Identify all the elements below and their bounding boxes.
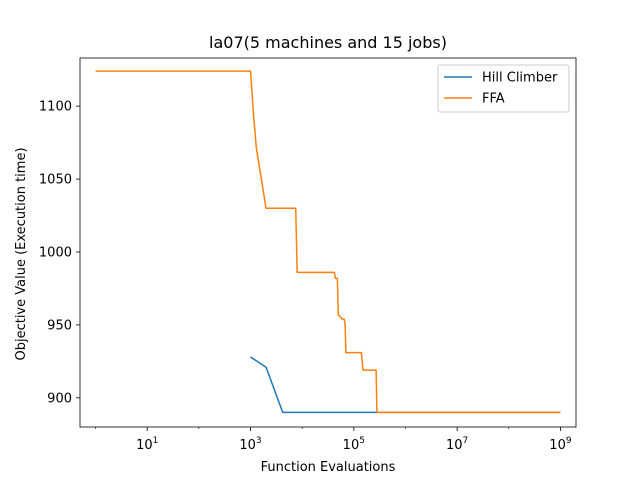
y-axis-label: Objective Value (Execution time) xyxy=(14,147,29,360)
y-tick-label: 1050 xyxy=(39,173,72,188)
x-tick-label: 109 xyxy=(549,436,572,453)
x-tick-label: 103 xyxy=(239,436,261,453)
y-tick-label: 1000 xyxy=(39,245,72,260)
x-tick-label: 101 xyxy=(136,436,158,453)
y-axis-ticks: 900 950 1000 1050 1100 xyxy=(39,100,80,406)
x-axis-label: Function Evaluations xyxy=(261,460,396,475)
plot-area xyxy=(79,57,577,428)
x-tick-label: 107 xyxy=(446,436,468,453)
y-tick-label: 950 xyxy=(47,318,72,333)
plot-frame xyxy=(79,57,577,428)
y-tick-label: 900 xyxy=(47,391,72,406)
legend: Hill Climber FFA xyxy=(437,64,570,113)
legend-label-hill-climber: Hill Climber xyxy=(482,71,558,86)
x-axis-ticks: 101 103 105 107 109 xyxy=(95,427,572,453)
x-tick-label: 105 xyxy=(343,436,365,453)
chart-title: la07(5 machines and 15 jobs) xyxy=(209,33,447,52)
series-line-ffa xyxy=(95,70,561,414)
legend-label-ffa: FFA xyxy=(482,92,505,107)
y-tick-label: 1100 xyxy=(39,100,72,115)
series-layer xyxy=(95,70,561,414)
